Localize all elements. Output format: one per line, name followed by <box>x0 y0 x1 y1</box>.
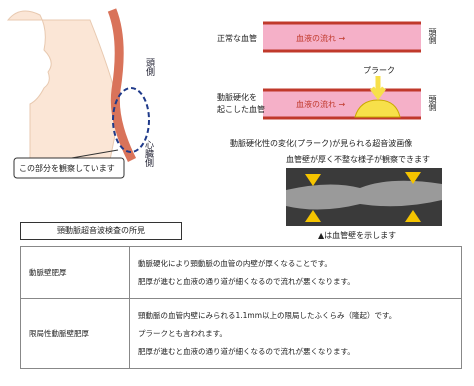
ultrasound-title: 動脈硬化性の変化(プラーク)が見られる超音波画像 <box>230 139 413 148</box>
flow: 血液の流れ <box>296 100 336 109</box>
findings-table: 動脈壁肥厚 動脈硬化により頸動脈の血管の内壁が厚くなることです。肥厚が進むと血液の… <box>20 246 462 369</box>
ultrasound-legend: ▲は血管壁を示します <box>318 231 397 240</box>
description: 動脈硬化により頸動脈の血管の内壁が厚くなることです。肥厚が進むと血液の通り道が細… <box>129 246 462 299</box>
description-line: 動脈硬化により頸動脈の血管の内壁が厚くなることです。 <box>138 259 332 268</box>
heart-side: 心臓側 <box>143 140 153 167</box>
table-row: 動脈壁肥厚 動脈硬化により頸動脈の血管の内壁が厚くなることです。肥厚が進むと血液の… <box>20 246 462 299</box>
description-line: 肥厚が進むと血液の通り道が細くなるので流れが悪くなります。 <box>138 277 355 286</box>
description-line: 肥厚が進むと血液の通り道が細くなるので流れが悪くなります。 <box>138 347 355 356</box>
normal-label: 正常な血管 <box>217 34 257 43</box>
side-label: 頭側 <box>428 28 437 44</box>
plaque-label: プラーク <box>363 66 395 75</box>
term: 動脈壁肥厚 <box>20 246 130 299</box>
side-label: 頭側 <box>428 95 437 111</box>
term: 限局性動脈壁肥厚 <box>20 298 130 369</box>
flow-label: 血液の流れ → <box>296 34 346 43</box>
flow-label: 血液の流れ → <box>296 100 346 109</box>
table-row: 限局性動脈壁肥厚 頸動脈の血管内壁にみられる1.1mm以上の限局したふくらみ（隆起… <box>20 298 462 369</box>
callout: この部分を観察しています <box>19 164 115 173</box>
head-side: 頭側 <box>144 58 154 76</box>
flow: 血液の流れ <box>296 34 336 43</box>
sclerotic-label-2: 起こした血管 <box>217 105 265 114</box>
description-line: プラークとも言われます。 <box>138 329 227 338</box>
illustrations <box>6 8 442 226</box>
ultrasound-caption: 血管壁が厚く不整な様子が観察できます <box>286 155 430 164</box>
description: 頸動脈の血管内壁にみられる1.1mm以上の限局したふくらみ（隆起）です。 プラーク… <box>129 298 462 369</box>
sclerotic-label-1: 動脈硬化を <box>217 93 257 102</box>
description-line: 頸動脈の血管内壁にみられる1.1mm以上の限局したふくらみ（隆起）です。 <box>138 311 397 320</box>
table-title: 頸動脈超音波検査の所見 <box>20 222 182 240</box>
